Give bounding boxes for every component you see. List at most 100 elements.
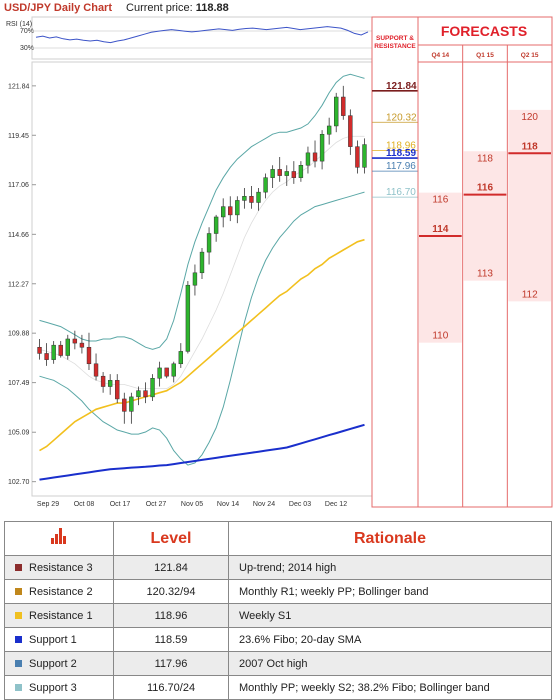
forecast-bottom: 113 bbox=[477, 269, 493, 280]
forecast-top: 116 bbox=[432, 195, 448, 206]
row-name: Resistance 1 bbox=[29, 609, 93, 622]
swatch-resistance-2 bbox=[15, 588, 22, 596]
y-tick-label: 121.84 bbox=[8, 83, 30, 90]
candle-body bbox=[213, 216, 219, 234]
moving-average-blue bbox=[39, 423, 365, 481]
row-rationale: 2007 Oct high bbox=[228, 651, 552, 676]
candle-body bbox=[341, 96, 346, 116]
forecast-top: 120 bbox=[521, 112, 538, 123]
row-name: Support 3 bbox=[29, 681, 77, 694]
swatch-support-3 bbox=[15, 684, 22, 692]
forecast-column-header: Q4 14 bbox=[431, 52, 449, 59]
bar-chart-icon bbox=[49, 528, 69, 544]
forecast-top: 118 bbox=[477, 153, 493, 164]
table-header-row: Level Rationale bbox=[4, 521, 552, 556]
candle-body bbox=[100, 375, 106, 387]
x-tick-label: Oct 08 bbox=[74, 501, 95, 508]
candle-body bbox=[249, 196, 254, 203]
chart-header: USD/JPY Daily Chart Current price: 118.88 bbox=[4, 2, 229, 14]
candle-body bbox=[242, 196, 247, 201]
swatch-support-2 bbox=[15, 660, 22, 668]
candle-body bbox=[298, 165, 304, 178]
sr-level-label: 121.84 bbox=[386, 81, 417, 92]
candle-body bbox=[334, 96, 339, 127]
forecast-mid: 116 bbox=[477, 183, 494, 194]
row-rationale: Weekly S1 bbox=[228, 603, 552, 628]
candle-body bbox=[143, 390, 148, 398]
row-level: 121.84 bbox=[113, 555, 229, 580]
table-row: Resistance 1 118.96 Weekly S1 bbox=[4, 603, 552, 628]
candle-body bbox=[58, 344, 63, 356]
swatch-resistance-3 bbox=[15, 564, 22, 572]
rsi-tick-30: 30% bbox=[20, 45, 34, 52]
candle-body bbox=[86, 346, 92, 365]
rsi-panel bbox=[31, 16, 373, 60]
candle-body bbox=[37, 346, 42, 354]
swatch-support-1 bbox=[15, 636, 22, 644]
candle-body bbox=[270, 169, 275, 178]
row-level: 120.32/94 bbox=[113, 579, 229, 604]
candle-body bbox=[150, 378, 155, 398]
y-tick-label: 109.88 bbox=[8, 331, 30, 338]
sr-column bbox=[371, 16, 419, 508]
price-label: Current price: bbox=[126, 2, 193, 14]
row-rationale: Up-trend; 2014 high bbox=[228, 555, 552, 580]
forecast-mid: 114 bbox=[432, 224, 449, 235]
candle-body bbox=[178, 351, 184, 365]
candle-body bbox=[312, 152, 318, 162]
candle-body bbox=[256, 191, 261, 203]
x-tick-label: Sep 29 bbox=[37, 501, 59, 508]
y-tick-label: 107.49 bbox=[8, 380, 30, 387]
rationale-header: Rationale bbox=[228, 521, 552, 556]
table-row: Resistance 2 120.32/94 Monthly R1; weekl… bbox=[4, 579, 552, 604]
y-tick-label: 114.66 bbox=[8, 232, 29, 239]
candle-body bbox=[136, 390, 141, 398]
rsi-line bbox=[35, 26, 369, 44]
forecast-bottom: 110 bbox=[432, 331, 448, 342]
candle-body bbox=[44, 353, 49, 360]
candle-body bbox=[192, 272, 198, 286]
chart-title: USD/JPY Daily Chart bbox=[4, 2, 113, 14]
moving-average-yellow bbox=[39, 238, 365, 452]
candle-body bbox=[319, 133, 325, 162]
table-header-icon-cell bbox=[4, 521, 114, 556]
forecast-bottom: 112 bbox=[522, 289, 538, 300]
row-rationale: 23.6% Fibo; 20-day SMA bbox=[228, 627, 552, 652]
sr-level-label: 120.32 bbox=[386, 112, 417, 123]
candle-body bbox=[107, 380, 113, 387]
candle-body bbox=[206, 233, 212, 253]
candle-body bbox=[220, 206, 226, 218]
candle-body bbox=[51, 344, 56, 360]
candle-body bbox=[326, 125, 332, 135]
forecast-column-header: Q1 15 bbox=[476, 52, 494, 59]
forecast-range bbox=[419, 192, 462, 343]
y-tick-label: 102.70 bbox=[8, 479, 30, 486]
candle-body bbox=[362, 144, 367, 168]
candle-body bbox=[79, 342, 85, 348]
bollinger-lower-line bbox=[39, 191, 365, 466]
row-name: Resistance 2 bbox=[29, 585, 93, 598]
row-level: 118.96 bbox=[113, 603, 229, 628]
sr-title-line2: RESISTANCE bbox=[374, 43, 416, 50]
row-level: 118.59 bbox=[113, 627, 229, 652]
rsi-label: RSI (14) bbox=[6, 21, 32, 28]
row-level: 116.70/24 bbox=[113, 675, 229, 700]
y-tick-label: 117.06 bbox=[8, 182, 29, 189]
y-tick-label: 105.09 bbox=[8, 430, 30, 437]
candle-body bbox=[122, 398, 127, 412]
table-row: Support 2 117.96 2007 Oct high bbox=[4, 651, 552, 676]
x-tick-label: Dec 12 bbox=[325, 501, 347, 508]
forecast-column-header: Q2 15 bbox=[521, 52, 539, 59]
candle-body bbox=[185, 284, 191, 352]
candle-body bbox=[157, 367, 162, 379]
candle-body bbox=[129, 396, 134, 412]
candle-body bbox=[291, 171, 297, 178]
forecast-range bbox=[508, 109, 551, 302]
chart-svg: RSI (14) 70% 30% 121.84 119.45 117.06 114.6… bbox=[6, 16, 553, 508]
bollinger-upper-line bbox=[39, 73, 365, 350]
row-level: 117.96 bbox=[113, 651, 229, 676]
forecast-mid: 118 bbox=[522, 141, 539, 152]
row-name: Support 2 bbox=[29, 657, 77, 670]
current-price: 118.88 bbox=[195, 2, 229, 14]
candle-body bbox=[171, 363, 176, 377]
